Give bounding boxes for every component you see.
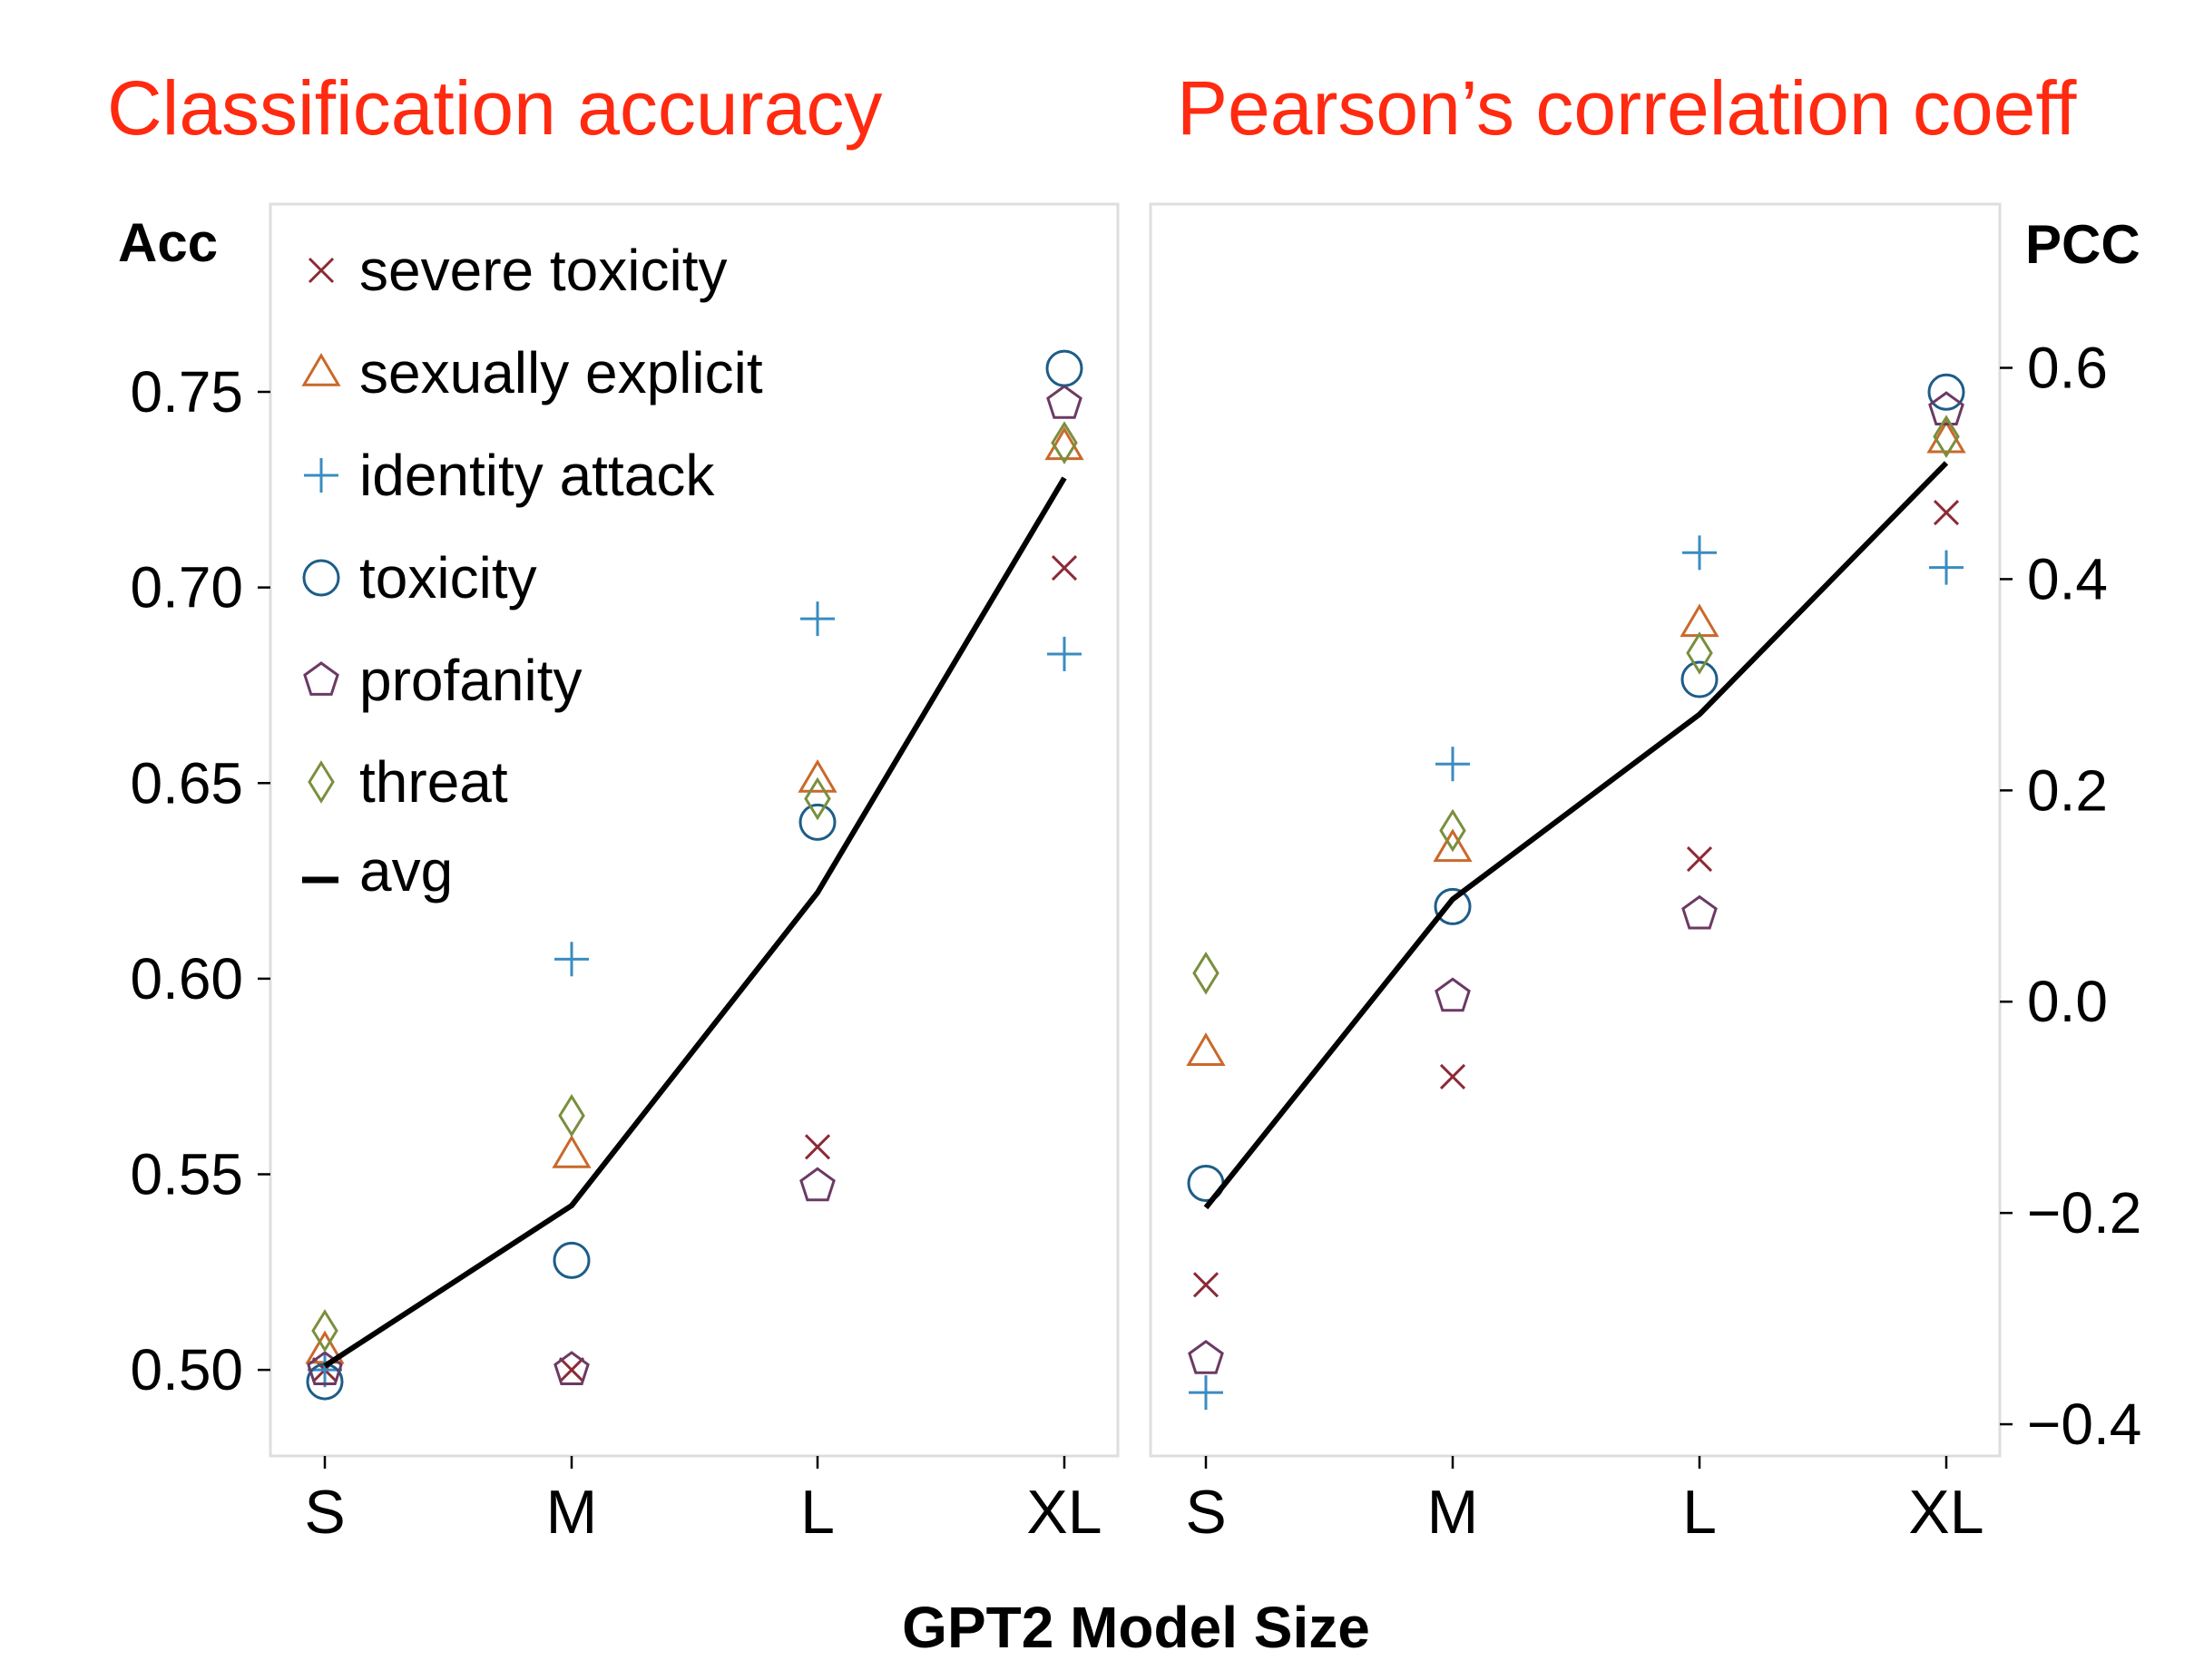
plot-marks-right — [1186, 373, 1966, 1411]
identity-attack-point — [1929, 550, 1964, 585]
profanity-point — [307, 1351, 343, 1385]
x-tick-label: M — [1427, 1478, 1479, 1547]
legend-toxicity-marker — [302, 559, 340, 597]
y-tick-label: 0.2 — [2027, 757, 2108, 823]
legend-profanity-marker — [303, 661, 339, 696]
identity-attack-point — [1435, 747, 1470, 782]
x-tick-label: L — [800, 1478, 835, 1547]
y-tick-label: 0.75 — [130, 359, 243, 425]
toxicity-point — [1434, 887, 1472, 925]
y-tick-label: 0.70 — [130, 555, 243, 620]
threat-point — [558, 1093, 585, 1138]
y-tick-label: 0.4 — [2027, 546, 2108, 611]
y-axis-label-right: PCC — [2025, 214, 2140, 275]
x-tick-label: S — [304, 1478, 345, 1547]
y-tick-label: 0.6 — [2027, 336, 2108, 401]
x-tick-label: S — [1185, 1478, 1226, 1547]
y-tick-label: −0.2 — [2027, 1180, 2141, 1245]
plot-area-right — [1149, 202, 2002, 1458]
y-tick-label: 0.55 — [130, 1142, 243, 1207]
sexually-explicit-point — [1044, 426, 1084, 461]
y-ticks-left: 0.50 0.55 0.60 0.65 0.70 0.75 — [130, 359, 270, 1402]
profanity-point — [1188, 1340, 1224, 1374]
threat-point — [311, 1309, 338, 1353]
chart-title-left: Classification accuracy — [107, 65, 882, 151]
legend-identity-attack-marker — [304, 458, 338, 493]
sexually-explicit-point — [1433, 828, 1473, 863]
threat-point — [1439, 808, 1466, 853]
severe-toxicity-point — [804, 1134, 831, 1160]
threat-point — [1933, 415, 1960, 459]
avg-line — [323, 476, 1067, 1369]
threat-point — [1192, 951, 1219, 995]
toxicity-point — [798, 803, 837, 841]
profanity-point — [1681, 894, 1718, 930]
severe-toxicity-point — [558, 1357, 585, 1383]
plot-area-left — [269, 202, 1120, 1458]
severe-toxicity-point — [1051, 555, 1078, 581]
toxicity-point — [1927, 373, 1965, 411]
sexually-explicit-point — [552, 1134, 592, 1168]
severe-toxicity-point — [1933, 499, 1960, 526]
toxicity-point — [1045, 349, 1083, 387]
toxicity-point — [553, 1241, 591, 1279]
legend-label: profanity — [359, 648, 582, 713]
threat-point — [804, 777, 831, 821]
legend-threat-marker — [308, 760, 335, 804]
y-tick-label: 0.0 — [2027, 969, 2108, 1034]
avg-line — [1203, 461, 1949, 1210]
sexually-explicit-point — [1186, 1032, 1226, 1066]
identity-attack-point — [800, 601, 835, 637]
x-ticks-right: S M L XL — [1185, 1456, 1984, 1547]
threat-point — [1051, 421, 1078, 464]
profanity-point — [1928, 391, 1964, 425]
x-ticks-left: S M L XL — [304, 1456, 1102, 1547]
x-tick-label: XL — [1026, 1478, 1102, 1547]
identity-attack-point — [1682, 535, 1717, 571]
toxicity-point — [1680, 660, 1719, 698]
profanity-point — [1435, 977, 1471, 1012]
y-ticks-right: −0.4 −0.2 0.0 0.2 0.4 0.6 — [2000, 336, 2141, 1457]
severe-toxicity-point — [1686, 845, 1713, 873]
profanity-point — [799, 1167, 836, 1202]
plot-marks-left — [305, 349, 1084, 1401]
chart-title-right: Pearson’s correlation coeff — [1177, 65, 2077, 151]
identity-attack-point — [1189, 1375, 1223, 1411]
legend-label: threat — [359, 749, 508, 815]
identity-attack-point — [1047, 636, 1082, 671]
x-tick-label: L — [1682, 1478, 1717, 1547]
profanity-point — [1046, 385, 1082, 419]
x-axis-label: GPT2 Model Size — [902, 1595, 1370, 1660]
legend-label: toxicity — [359, 545, 537, 610]
sexually-explicit-point — [798, 758, 837, 793]
legend: severe toxicity sexually explicit identity… — [301, 238, 763, 903]
x-tick-label: XL — [1908, 1478, 1983, 1547]
legend-label: severe toxicity — [359, 238, 727, 303]
x-tick-label: M — [546, 1478, 598, 1547]
y-tick-label: −0.4 — [2027, 1392, 2141, 1457]
legend-label: identity attack — [359, 443, 715, 508]
profanity-point — [553, 1351, 590, 1385]
identity-attack-point — [554, 942, 589, 977]
threat-point — [1686, 631, 1713, 675]
y-tick-label: 0.60 — [130, 946, 243, 1011]
y-tick-label: 0.50 — [130, 1337, 243, 1402]
legend-label: sexually explicit — [359, 340, 763, 405]
legend-label: avg — [359, 838, 453, 903]
y-axis-label-left: Acc — [118, 212, 218, 273]
sexually-explicit-point — [1680, 603, 1719, 638]
sexually-explicit-point — [1926, 419, 1966, 454]
legend-severe-toxicity-marker — [308, 257, 335, 284]
severe-toxicity-point — [1439, 1063, 1466, 1089]
severe-toxicity-point — [1192, 1272, 1219, 1298]
y-tick-label: 0.65 — [130, 750, 243, 816]
legend-sexually-explicit-marker — [301, 353, 341, 386]
